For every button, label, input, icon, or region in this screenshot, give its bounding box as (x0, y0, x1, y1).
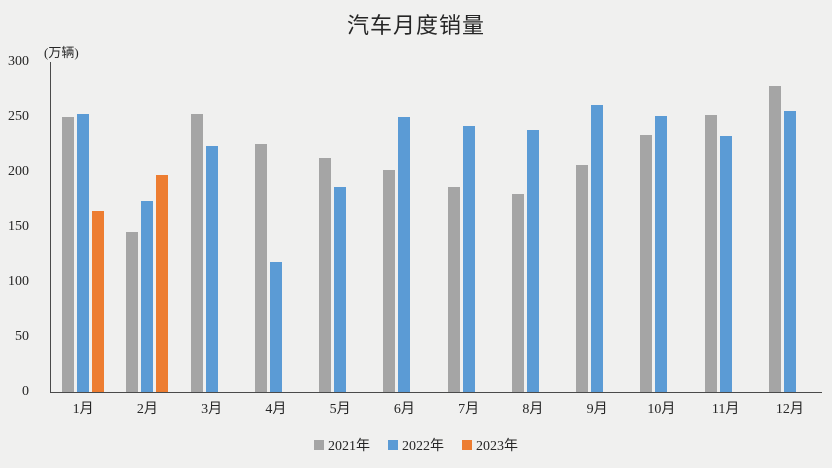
legend-item-2021年: 2021年 (314, 435, 370, 455)
x-axis-label-8月: 8月 (522, 402, 544, 417)
x-axis-label-10月: 10月 (647, 402, 676, 417)
bar-2021年-1月 (62, 117, 75, 392)
bar-2022年-10月 (655, 116, 668, 392)
x-axis-label-1月: 1月 (72, 402, 94, 417)
bar-group-4月 (244, 62, 308, 392)
bar-2021年-9月 (576, 165, 589, 392)
x-axis-label-11月: 11月 (711, 402, 740, 417)
bar-group-3月 (180, 62, 244, 392)
bar-2021年-7月 (447, 187, 460, 392)
x-axis-label-6月: 6月 (393, 402, 415, 417)
legend-item-2022年: 2022年 (388, 435, 444, 455)
x-axis-labels: 1月 2月 3月 4月 5月 6月 7月 8月 9月 10月 11月 12月 (51, 398, 822, 418)
bar-group-12月 (758, 62, 822, 392)
bar-2022年-11月 (719, 136, 732, 392)
bar-group-7月 (437, 62, 501, 392)
legend-item-2023年: 2023年 (462, 435, 518, 455)
y-tick-label-200: 200 (8, 164, 29, 179)
bar-2021年-10月 (640, 135, 653, 392)
bar-2022年-2月 (141, 201, 154, 392)
bar-2021年-12月 (768, 86, 781, 392)
x-axis-label-7月: 7月 (458, 402, 480, 417)
bar-2022年-12月 (783, 111, 796, 392)
legend-label-2022年: 2022年 (402, 439, 444, 454)
legend: 2021年 2022年 2023年 (0, 435, 832, 455)
legend-swatch-2022年 (388, 440, 398, 450)
bar-group-6月 (372, 62, 436, 392)
plot-area (50, 62, 822, 393)
bar-2021年-8月 (511, 194, 524, 392)
bar-2021年-2月 (126, 232, 139, 392)
y-tick-label-250: 250 (8, 109, 29, 124)
bar-2021年-5月 (319, 158, 332, 392)
bar-2022年-9月 (591, 105, 604, 392)
legend-swatch-2021年 (314, 440, 324, 450)
bar-group-5月 (308, 62, 372, 392)
bar-2021年-3月 (190, 114, 203, 392)
bar-group-10月 (629, 62, 693, 392)
x-axis-label-5月: 5月 (329, 402, 351, 417)
bar-2023年-2月 (156, 175, 169, 392)
x-axis-label-2月: 2月 (136, 402, 158, 417)
bar-group-9月 (565, 62, 629, 392)
bar-group-2月 (115, 62, 179, 392)
y-tick-label-50: 50 (15, 329, 29, 344)
x-axis-label-3月: 3月 (201, 402, 223, 417)
legend-label-2021年: 2021年 (328, 439, 370, 454)
bar-2021年-11月 (704, 115, 717, 392)
bar-2022年-7月 (462, 126, 475, 392)
bar-2021年-4月 (254, 144, 267, 392)
bar-2021年-6月 (383, 170, 396, 392)
x-axis-label-12月: 12月 (775, 402, 804, 417)
legend-label-2023年: 2023年 (476, 439, 518, 454)
chart-title: 汽车月度销量 (346, 13, 485, 38)
bar-group-11月 (694, 62, 758, 392)
bar-2023年-1月 (92, 211, 105, 392)
y-tick-label-150: 150 (8, 219, 29, 234)
bar-2022年-6月 (398, 117, 411, 392)
x-axis-label-9月: 9月 (586, 402, 608, 417)
bar-group-8月 (501, 62, 565, 392)
y-tick-label-300: 300 (8, 54, 29, 69)
bar-group-1月 (51, 62, 115, 392)
bar-2022年-3月 (205, 146, 218, 392)
bar-2022年-8月 (526, 130, 539, 392)
y-axis-unit-label: (万辆) (44, 45, 79, 60)
y-tick-label-100: 100 (8, 274, 29, 289)
y-tick-label-0: 0 (22, 384, 29, 399)
bar-2022年-1月 (77, 114, 90, 392)
bar-2022年-4月 (269, 262, 282, 392)
legend-swatch-2023年 (462, 440, 472, 450)
y-axis-tick-labels: 0 50 100 150 200 250 300 (0, 0, 31, 468)
x-axis-label-4月: 4月 (265, 402, 287, 417)
bar-2022年-5月 (334, 187, 347, 392)
